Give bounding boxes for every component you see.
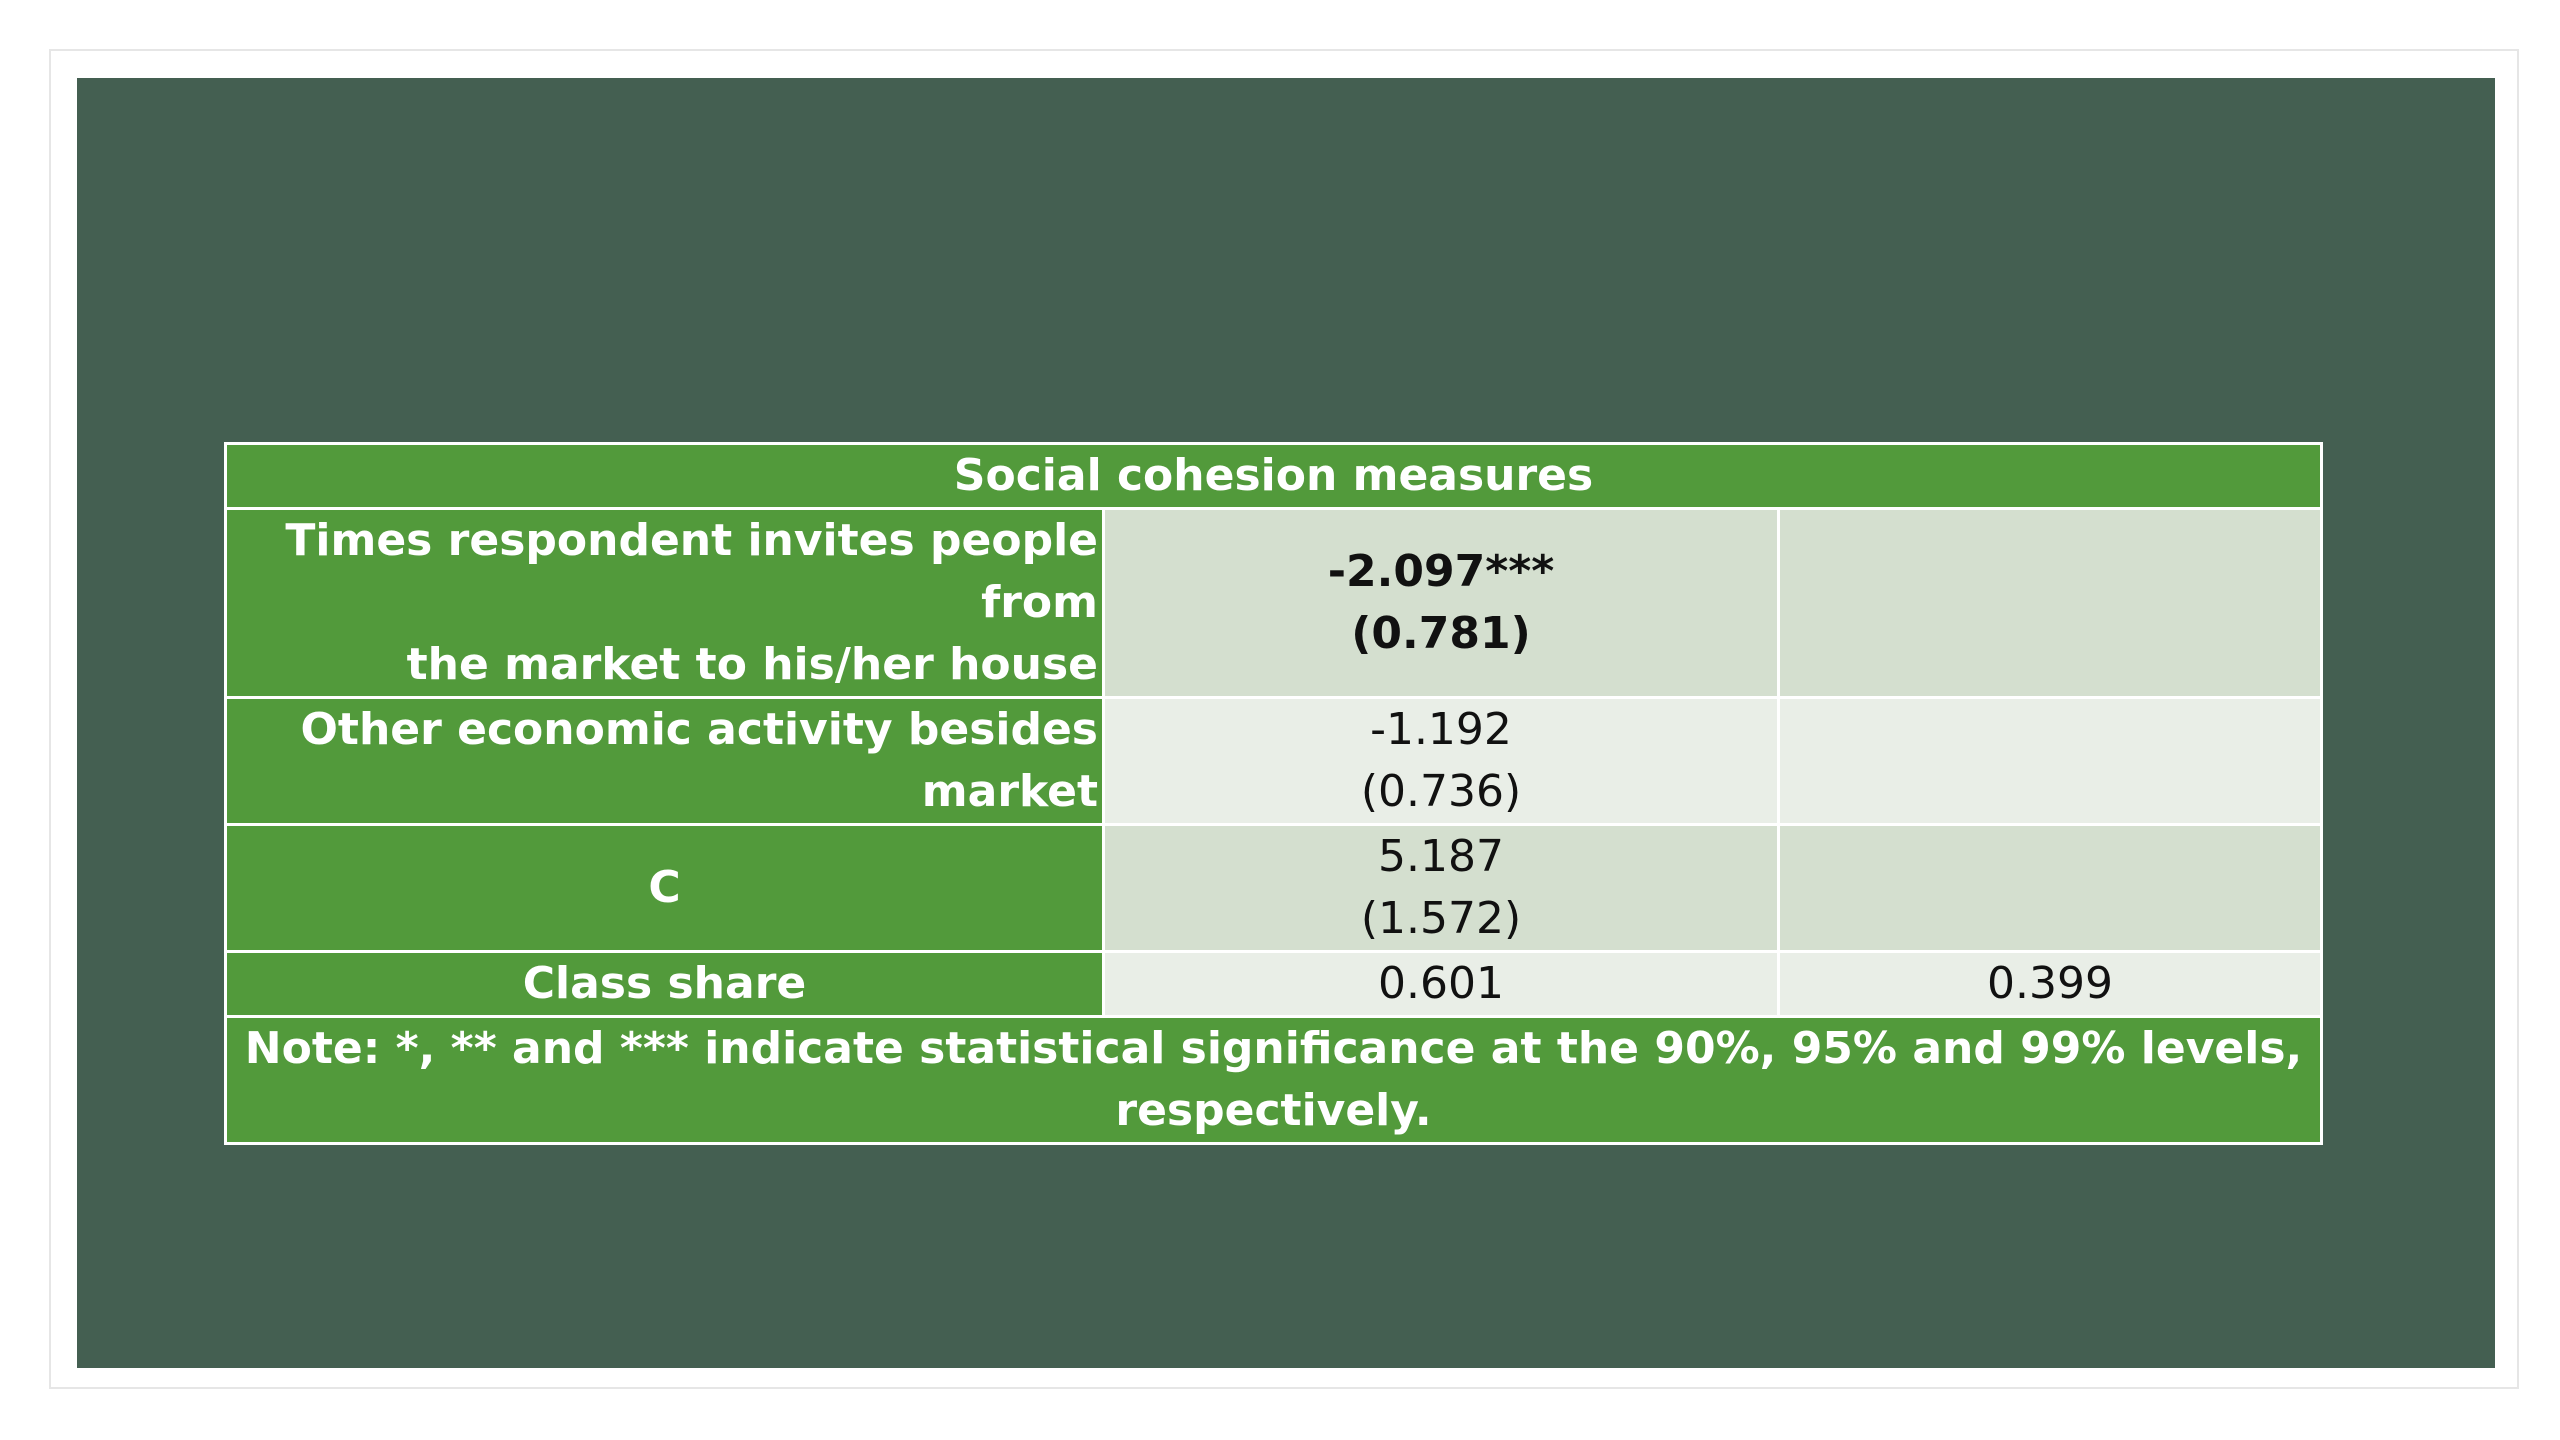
row-label-line: market (921, 766, 1098, 817)
table-row: C 5.187 (1.572) (224, 823, 2324, 953)
coefficient: 5.187 (1378, 831, 1504, 882)
row-label: Other economic activity besides market (224, 696, 1105, 826)
standard-error: (0.781) (1351, 608, 1531, 659)
note-line: Note: *, ** and *** indicate statistical… (244, 1023, 2303, 1074)
table-row: Class share 0.601 0.399 (224, 950, 2324, 1018)
col2-cell (1776, 696, 2324, 826)
row-label: C (224, 823, 1105, 953)
note-line: respectively. (1115, 1085, 1432, 1136)
row-label-line: the market to his/her house (406, 639, 1098, 690)
table-row: Other economic activity besides market -… (224, 696, 2324, 826)
standard-error: (0.736) (1360, 766, 1522, 817)
table-row: Times respondent invites people from the… (224, 507, 2324, 699)
class-share-col2: 0.399 (1776, 950, 2324, 1018)
col2-cell (1776, 507, 2324, 699)
row-label-line: Other economic activity besides (300, 704, 1098, 755)
results-table: Social cohesion measures Times responden… (223, 442, 2324, 1145)
class-share-col1: 0.601 (1102, 950, 1780, 1018)
coef-cell: -2.097*** (0.781) (1102, 507, 1780, 699)
coefficient: -1.192 (1370, 704, 1512, 755)
table-note: Note: *, ** and *** indicate statistical… (223, 1015, 2324, 1145)
row-label: Times respondent invites people from the… (224, 507, 1105, 699)
coef-cell: 5.187 (1.572) (1102, 823, 1780, 953)
class-share-label: Class share (224, 950, 1105, 1018)
standard-error: (1.572) (1360, 893, 1522, 944)
row-label-line: Times respondent invites people from (285, 515, 1098, 628)
col2-cell (1776, 823, 2324, 953)
table-title: Social cohesion measures (223, 442, 2324, 510)
coef-cell: -1.192 (0.736) (1102, 696, 1780, 826)
coefficient: -2.097*** (1327, 546, 1555, 597)
